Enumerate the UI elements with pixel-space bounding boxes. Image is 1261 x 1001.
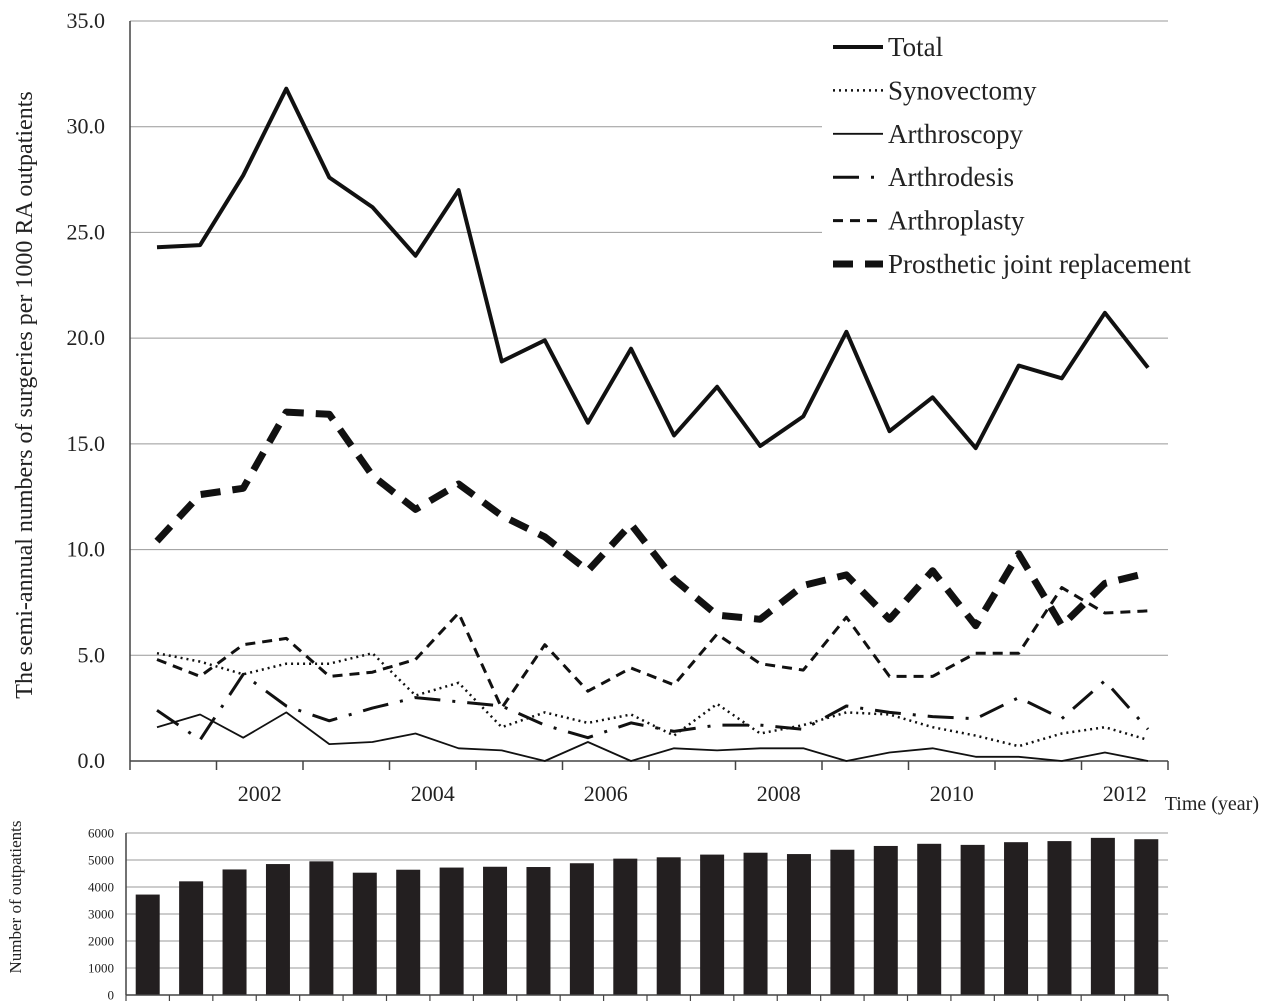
line-chart-x-tick-labels: 2002 2004 2006 2008 2010 2012 xyxy=(238,781,1147,806)
bar xyxy=(526,867,551,995)
bar-chart-y-tick-labels: 0 1000 2000 3000 4000 5000 6000 xyxy=(88,826,114,1001)
bar-chart-bars xyxy=(135,837,1159,995)
series-line xyxy=(154,408,1149,630)
legend-box xyxy=(822,26,1232,292)
bar-chart-gridlines xyxy=(126,832,1168,969)
legend-label: Synovectomy xyxy=(888,75,1037,105)
bar xyxy=(265,864,290,995)
x-tick-label: 2002 xyxy=(238,781,282,806)
legend-label: Arthrodesis xyxy=(888,162,1014,192)
bar xyxy=(396,869,421,995)
bar xyxy=(135,894,160,995)
x-tick-label: 2010 xyxy=(930,781,974,806)
legend-label: Arthroscopy xyxy=(888,119,1023,149)
bar-chart-y-axis-label: Number of outpatients xyxy=(6,821,25,974)
bar xyxy=(1004,842,1029,995)
bar xyxy=(569,863,594,995)
bar xyxy=(917,843,942,995)
bar xyxy=(700,854,725,995)
legend-background xyxy=(822,26,1232,292)
y-tick-label: 4000 xyxy=(88,880,114,895)
line-chart-y-axis-label: The semi-annual numbers of surgeries per… xyxy=(12,91,38,698)
bar xyxy=(656,857,681,995)
bar xyxy=(222,869,247,995)
legend-label: Total xyxy=(888,32,943,62)
y-tick-label: 6000 xyxy=(88,826,114,841)
bar xyxy=(309,861,334,995)
x-tick-label: 2004 xyxy=(411,781,455,806)
bar xyxy=(786,854,811,995)
bar xyxy=(1134,839,1159,995)
bar xyxy=(179,881,204,995)
bar-chart-axes xyxy=(125,833,1169,1001)
bar xyxy=(830,849,855,995)
line-chart-x-axis-label: Time (year) xyxy=(1165,793,1259,815)
legend: Total Synovectomy Arthroscopy Arthrodesis Ar… xyxy=(833,32,1191,279)
y-tick-label: 5.0 xyxy=(78,642,106,667)
y-tick-label: 0.0 xyxy=(78,748,106,773)
series-line xyxy=(156,651,1149,748)
series-line xyxy=(156,672,1150,742)
x-tick-label: 2012 xyxy=(1103,781,1147,806)
bar xyxy=(743,852,768,995)
y-tick-label: 3000 xyxy=(88,907,114,922)
y-tick-label: 35.0 xyxy=(67,8,106,33)
y-tick-label: 10.0 xyxy=(67,537,106,562)
y-tick-label: 5000 xyxy=(88,853,114,868)
y-tick-label: 2000 xyxy=(88,934,114,949)
bar xyxy=(960,844,985,995)
line-chart-y-tick-labels: 0.0 5.0 10.0 15.0 20.0 25.0 30.0 35.0 xyxy=(67,8,106,773)
line-chart-axes xyxy=(129,21,1169,770)
x-tick-label: 2006 xyxy=(584,781,628,806)
bar xyxy=(352,872,377,995)
bar xyxy=(873,845,898,995)
y-tick-label: 0 xyxy=(108,988,115,1001)
line-chart-series xyxy=(154,86,1150,762)
series-line xyxy=(156,586,1149,710)
y-tick-label: 30.0 xyxy=(67,114,106,139)
y-tick-label: 25.0 xyxy=(67,219,106,244)
y-tick-label: 20.0 xyxy=(67,325,106,350)
y-tick-label: 15.0 xyxy=(67,431,106,456)
legend-label: Prosthetic joint replacement xyxy=(888,249,1191,279)
x-tick-label: 2008 xyxy=(757,781,801,806)
legend-label: Arthroplasty xyxy=(888,206,1025,236)
y-tick-label: 1000 xyxy=(88,961,114,976)
bar xyxy=(439,867,464,995)
series-line xyxy=(156,711,1149,762)
bar xyxy=(1047,841,1072,995)
bar xyxy=(613,858,638,995)
bar xyxy=(1090,837,1115,995)
bar xyxy=(483,866,508,995)
series-line xyxy=(156,86,1150,451)
